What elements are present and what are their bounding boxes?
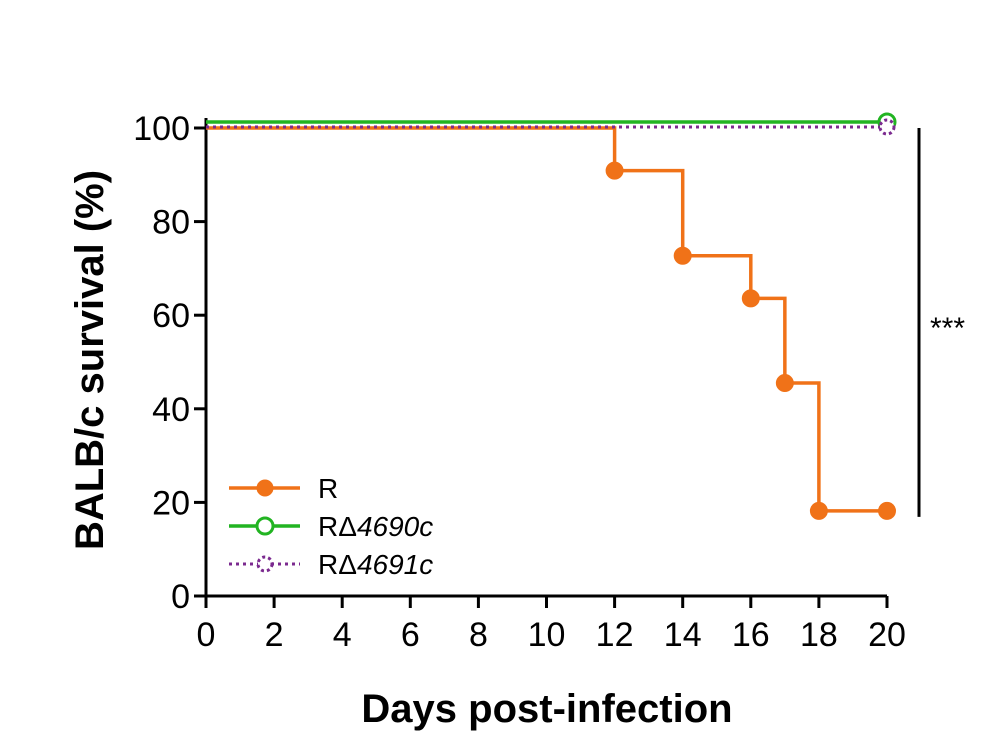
legend: R RΔ4690c RΔ4691c (229, 473, 433, 580)
legend-marker (256, 555, 274, 573)
axes: 0 20 40 60 80 100 0 2 4 6 8 10 12 14 16 18 20 (133, 110, 906, 654)
series-layer (206, 112, 897, 520)
x-tick-label: 2 (265, 616, 284, 654)
x-tick-label: 16 (732, 616, 770, 654)
y-tick-label: 0 (171, 578, 190, 616)
significance-label: *** (930, 312, 965, 345)
x-tick-label: 18 (800, 616, 838, 654)
y-tick-label: 40 (152, 391, 190, 429)
data-point-marker (741, 289, 760, 308)
series-3 (206, 118, 896, 136)
y-tick-label: 80 (152, 204, 190, 242)
series-1 (206, 126, 896, 520)
significance-annotation: *** (917, 128, 965, 517)
x-axis-title: Days post-infection (361, 687, 732, 731)
x-tick-label: 20 (868, 616, 906, 654)
data-point-marker (878, 118, 896, 136)
legend-marker (256, 479, 274, 497)
x-tick-label: 12 (596, 616, 634, 654)
data-point-marker (673, 246, 692, 265)
legend-label: RΔ4691c (318, 549, 433, 580)
data-point-marker (775, 374, 794, 393)
x-tick-label: 14 (664, 616, 702, 654)
data-point-marker (878, 501, 896, 520)
legend-label: RΔ4690c (318, 511, 433, 542)
x-tick-label: 10 (528, 616, 566, 654)
x-tick-label: 8 (469, 616, 488, 654)
x-tick-label: 6 (401, 616, 420, 654)
y-tick-label: 100 (133, 110, 190, 148)
y-tick-label: 60 (152, 297, 190, 335)
data-point-marker (605, 161, 624, 180)
y-tick-label: 20 (152, 484, 190, 522)
y-axis-title: BALB/c survival (%) (68, 170, 112, 550)
x-tick-label: 4 (333, 616, 352, 654)
x-tick-label: 0 (197, 616, 216, 654)
legend-marker (255, 516, 275, 536)
series-line (206, 126, 887, 513)
data-point-marker (809, 501, 828, 520)
legend-label: R (318, 473, 338, 504)
